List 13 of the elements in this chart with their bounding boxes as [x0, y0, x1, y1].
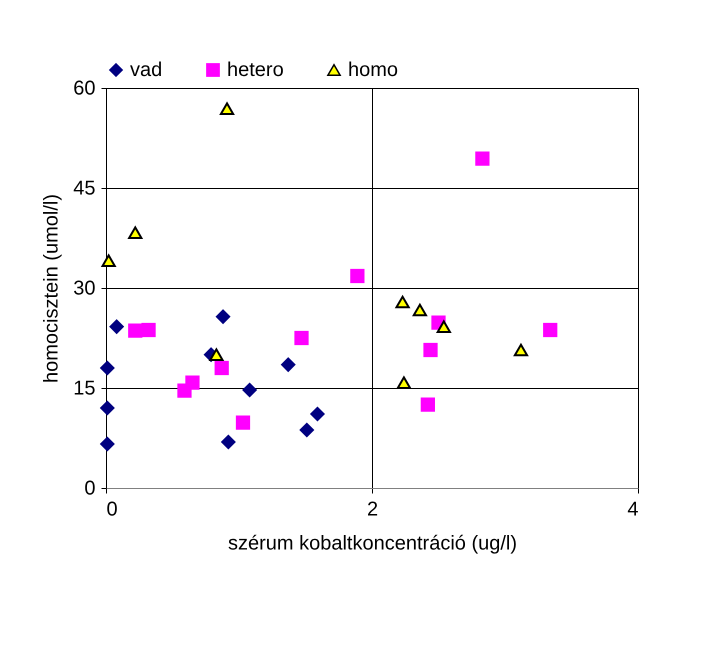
y-tick-label: 60 — [73, 78, 96, 100]
legend-label: homo — [348, 59, 398, 81]
y-tick-label: 45 — [73, 178, 96, 200]
x-axis-title: szérum kobaltkoncentráció (ug/l) — [228, 532, 518, 554]
y-tick-label: 0 — [84, 478, 96, 500]
x-tick-label: 2 — [366, 498, 378, 520]
x-tick-label: 4 — [627, 498, 638, 520]
legend-label: hetero — [227, 59, 284, 81]
x-tick-label: 0 — [106, 498, 118, 520]
y-tick-label: 30 — [73, 278, 96, 300]
legend-label: vad — [130, 59, 162, 81]
y-tick-label: 15 — [73, 378, 96, 400]
y-axis-title: homocisztein (umol/l) — [40, 194, 62, 383]
